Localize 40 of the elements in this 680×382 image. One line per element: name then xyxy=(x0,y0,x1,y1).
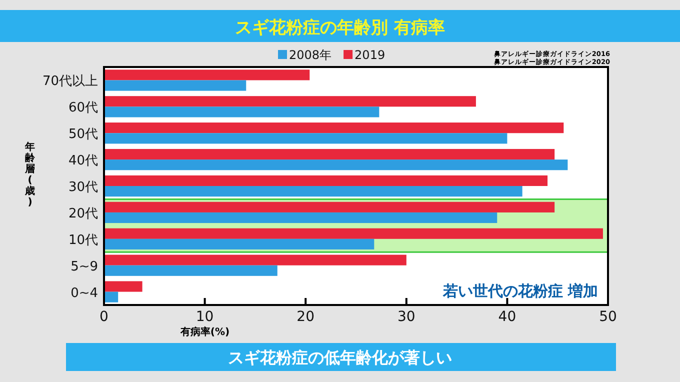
x-tick-label: 10 xyxy=(196,309,214,325)
chart-title: スギ花粉症の年齢別 有病率 xyxy=(235,18,445,38)
bar xyxy=(104,186,522,197)
y-tick-label: 50代 xyxy=(68,127,98,142)
x-tick-label: 0 xyxy=(100,309,108,325)
bar xyxy=(104,70,310,80)
bar xyxy=(104,160,568,170)
bar xyxy=(104,133,508,144)
bar xyxy=(104,175,548,186)
bar xyxy=(104,212,498,224)
y-tick-label: 10代 xyxy=(68,232,98,248)
bar xyxy=(104,254,406,266)
x-axis-title: 有病率(%) xyxy=(179,326,230,338)
y-tick-label: 40代 xyxy=(68,154,98,169)
x-tick-label: 50 xyxy=(599,309,617,325)
bar xyxy=(104,281,142,292)
legend-label: 2008年 xyxy=(289,48,332,62)
x-tick-label: 40 xyxy=(498,309,516,325)
bar xyxy=(104,80,246,91)
bar xyxy=(104,96,476,107)
bar xyxy=(104,148,555,160)
y-tick-label: 60代 xyxy=(68,100,98,116)
bar xyxy=(104,265,278,276)
bar xyxy=(104,202,555,212)
x-tick-label: 20 xyxy=(296,309,315,325)
legend-label: 2019 xyxy=(354,48,386,62)
subtitle-banner: スギ花粉症の低年齢化が著しい xyxy=(66,343,616,371)
bar xyxy=(104,238,374,250)
y-tick-label: 20代 xyxy=(68,206,98,222)
bar xyxy=(104,106,380,118)
annotation: 若い世代の花粉症 増加 xyxy=(442,282,598,300)
bar xyxy=(104,122,564,134)
y-tick-label: 0~4 xyxy=(70,286,98,301)
y-tick-label: 30代 xyxy=(68,180,98,195)
x-tick-label: 30 xyxy=(397,309,416,325)
bar xyxy=(104,228,603,239)
y-tick-label: 5~9 xyxy=(70,259,98,274)
y-tick-label: 70代以上 xyxy=(42,74,98,90)
bar xyxy=(104,292,118,302)
y-axis-title: 年齢層(歳) xyxy=(24,141,36,208)
